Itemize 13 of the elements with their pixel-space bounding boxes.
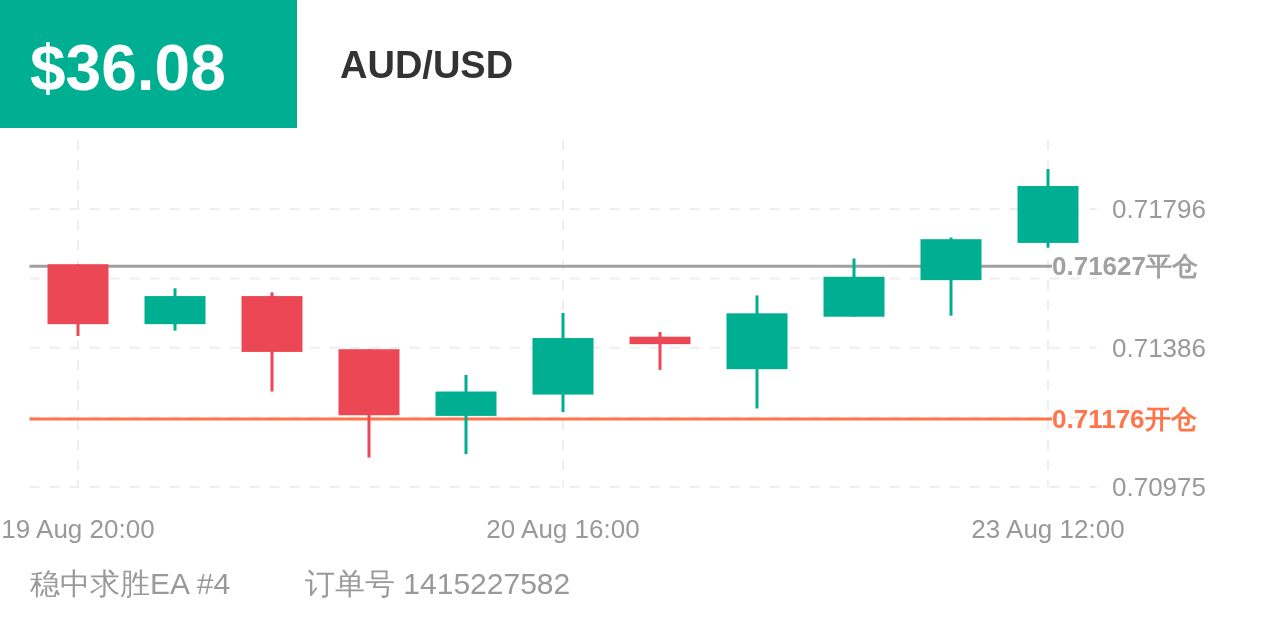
- candlestick: [629, 330, 691, 370]
- x-tick-label: 23 Aug 12:00: [971, 514, 1125, 544]
- y-tick-label: 0.71796: [1112, 194, 1206, 225]
- ref-line-label: 0.71627平仓: [1052, 251, 1198, 282]
- y-tick-label: 0.70975: [1112, 472, 1206, 502]
- text: 订单号 1415227582: [305, 567, 571, 600]
- y-tick-label: 0.71386: [1112, 332, 1206, 363]
- x-tick-label: 19 Aug 20:00: [1, 514, 155, 544]
- chart-subtitle: AUD/USD: [340, 44, 514, 86]
- x-tick-label: 20 Aug 16:00: [486, 514, 640, 544]
- text: 稳中求胜EA #4: [30, 567, 231, 600]
- chart-title: $36.08: [30, 32, 226, 104]
- ref-line-label: 0.71176开仓: [1052, 403, 1197, 434]
